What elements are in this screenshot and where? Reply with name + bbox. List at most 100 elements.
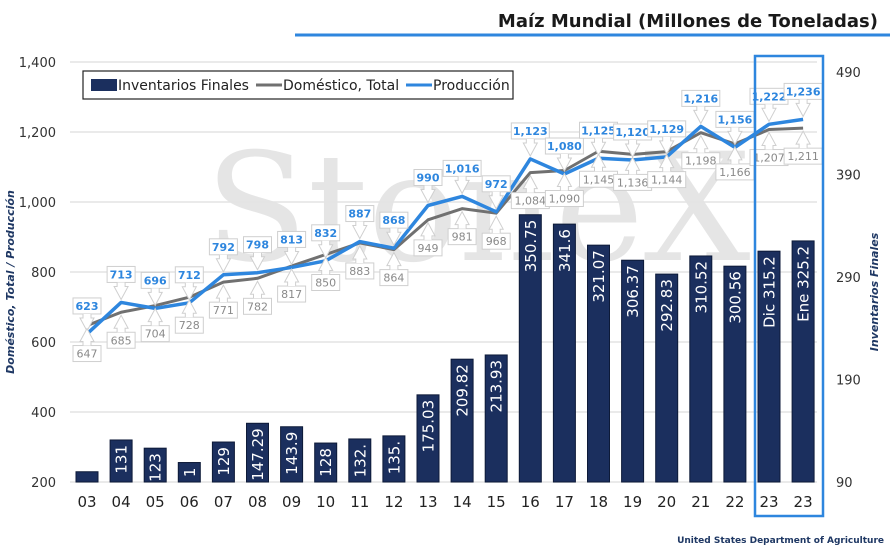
domestico-label: 817 [281,288,302,301]
domestico-label: 1,144 [651,174,683,187]
bar [143,447,167,483]
domestico-label-pointer [795,130,811,149]
produccion-label: 696 [144,274,167,287]
x-tick-label: 03 [77,493,96,511]
domestico-label-pointer [692,134,709,153]
produccion-label: 1,125 [581,124,616,137]
produccion-label: 1,120 [615,126,650,139]
left-tick-label: 800 [31,266,56,281]
x-tick-label: 21 [691,493,710,511]
produccion-label: 713 [110,268,133,281]
x-tick-label: 19 [623,493,642,511]
domestico-label: 782 [247,300,268,313]
domestico-label: 981 [452,231,473,244]
right-tick-label: 490 [836,66,861,81]
x-tick-label: 23 [794,493,813,511]
produccion-label-pointer [420,185,436,204]
x-tick-label: 04 [112,493,131,511]
produccion-label-pointer [795,99,811,118]
domestico-label: 883 [349,265,370,278]
bar-label: 128 [317,448,335,477]
bar [518,214,542,483]
domestico-label: 704 [145,328,166,341]
domestico-label-pointer [658,153,675,172]
produccion-label: 972 [485,178,508,191]
produccion-label: 712 [178,269,201,282]
bar [211,441,235,483]
bar [109,439,133,483]
produccion-label-pointer [113,282,129,301]
right-axis-label: Inventarios Finales [868,232,881,351]
domestico-label: 1,207 [753,152,785,165]
x-tick-label: 20 [657,493,676,511]
legend-label-domestico: Doméstico, Total [283,78,399,94]
domestico-label: 1,084 [515,195,547,208]
chart-title: Maíz Mundial (Millones de Toneladas) [498,11,878,32]
legend: Inventarios Finales Doméstico, Total Pro… [82,70,514,100]
bar [348,438,372,483]
left-tick-label: 400 [31,406,56,421]
domestico-label: 1,198 [685,155,717,168]
bar-label: 135. [385,441,403,474]
bar-label: 132. [351,444,369,477]
bar-label: 292.83 [658,279,676,332]
right-tick-label: 190 [836,374,861,389]
domestico-label-pointer [351,244,368,263]
bar-label: 143.9 [283,432,301,475]
produccion-label-pointer [727,127,743,146]
left-tick-label: 1,400 [19,56,56,71]
x-tick-label: 14 [453,493,472,511]
left-tick-label: 1,000 [19,196,56,211]
domestico-label-pointer [215,284,232,303]
domestico-label-pointer [590,153,607,172]
x-tick-label: 05 [146,493,165,511]
left-axis-ticks: 1,400 1,200 1,000 800 600 400 200 [19,56,56,491]
domestico-label-pointer [181,299,198,318]
x-tick-label: 11 [350,493,369,511]
domestico-label: 949 [418,242,439,255]
bar [587,244,610,483]
bar-label: 131 [113,445,131,474]
data-callouts: 623 713 696 712 792 798 813 832 887 868 990 1,016 97… [72,82,823,363]
produccion-label-pointer [488,191,505,210]
produccion-label: 1,080 [547,140,582,153]
bar [552,223,576,483]
domestico-label-pointer [727,145,743,164]
right-tick-label: 90 [836,476,853,491]
line-series [85,117,804,336]
bar [723,265,747,483]
x-tick-label: 08 [248,493,267,511]
produccion-label: 832 [314,227,337,240]
x-tick-label: 23 [759,493,778,511]
domestico-label: 771 [213,304,234,317]
bar-label: 350.75 [522,220,540,273]
bar-label: 300.56 [726,271,744,324]
domestico-label: 1,211 [787,150,819,163]
bar [450,358,474,483]
produccion-label: 1,216 [683,92,718,105]
produccion-label-pointer [283,247,300,266]
produccion-label: 887 [348,208,371,221]
produccion-label-pointer [215,254,232,273]
bar [382,435,406,483]
produccion-label-pointer [147,288,164,307]
domestico-label-pointer [249,280,266,299]
domestico-label-pointer [386,251,402,270]
produccion-label-pointer [522,138,539,158]
produccion-label: 798 [246,239,269,252]
bar-label: 209.82 [454,364,472,417]
source-note: United States Department of Agriculture [677,536,884,546]
right-axis-ticks: 490 390 290 190 90 [836,66,861,491]
bar-label: 213.93 [488,360,506,413]
produccion-label-pointer [351,221,368,240]
right-tick-label: 390 [836,169,861,184]
domestico-label-pointer [147,307,164,326]
bar-label: 310.52 [692,261,710,314]
bar [416,394,440,483]
x-tick-label: 17 [555,493,574,511]
x-tick-label: 22 [725,493,744,511]
bar-label: 175.03 [420,400,438,453]
legend-label-inventarios: Inventarios Finales [118,78,249,94]
produccion-label: 1,222 [752,90,787,103]
produccion-label-pointer [556,154,573,173]
